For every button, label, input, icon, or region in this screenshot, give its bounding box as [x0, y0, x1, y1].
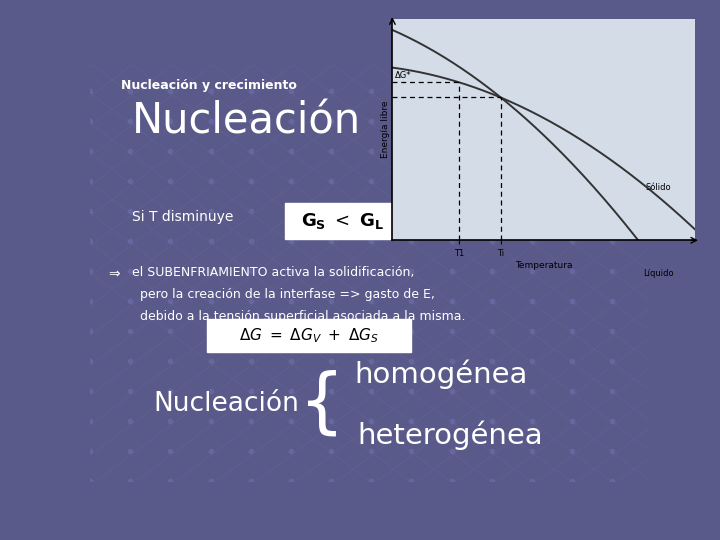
- Text: ΔG*: ΔG*: [395, 71, 412, 80]
- Text: heterogénea: heterogénea: [357, 420, 543, 450]
- FancyBboxPatch shape: [207, 319, 411, 352]
- Text: Nucleación y crecimiento: Nucleación y crecimiento: [121, 79, 297, 92]
- Text: {: {: [299, 369, 345, 438]
- FancyBboxPatch shape: [285, 203, 400, 239]
- Text: pero la creación de la interfase => gasto de E,: pero la creación de la interfase => gast…: [128, 288, 435, 301]
- Text: $\Delta G\ =\ \Delta G_V\ +\ \Delta G_S$: $\Delta G\ =\ \Delta G_V\ +\ \Delta G_S$: [238, 326, 379, 345]
- Text: ⇒: ⇒: [108, 266, 120, 280]
- X-axis label: Temperatura: Temperatura: [515, 261, 572, 270]
- Text: Si T disminuye: Si T disminuye: [132, 210, 233, 224]
- Text: homogénea: homogénea: [355, 360, 528, 389]
- Text: el SUBENFRIAMIENTO activa la solidificación,: el SUBENFRIAMIENTO activa la solidificac…: [128, 266, 414, 280]
- Text: debido a la tensión superficial asociada a la misma.: debido a la tensión superficial asociada…: [128, 310, 465, 323]
- Text: $\mathbf{G}_\mathbf{S}\ <\ \mathbf{G}_\mathbf{L}$: $\mathbf{G}_\mathbf{S}\ <\ \mathbf{G}_\m…: [301, 211, 384, 231]
- Text: Líquido: Líquido: [643, 269, 674, 278]
- Text: Sólido: Sólido: [646, 184, 671, 192]
- Y-axis label: Energía libre: Energía libre: [381, 101, 390, 158]
- Text: Nucleación: Nucleación: [132, 100, 361, 142]
- Text: Nucleación: Nucleación: [154, 390, 300, 417]
